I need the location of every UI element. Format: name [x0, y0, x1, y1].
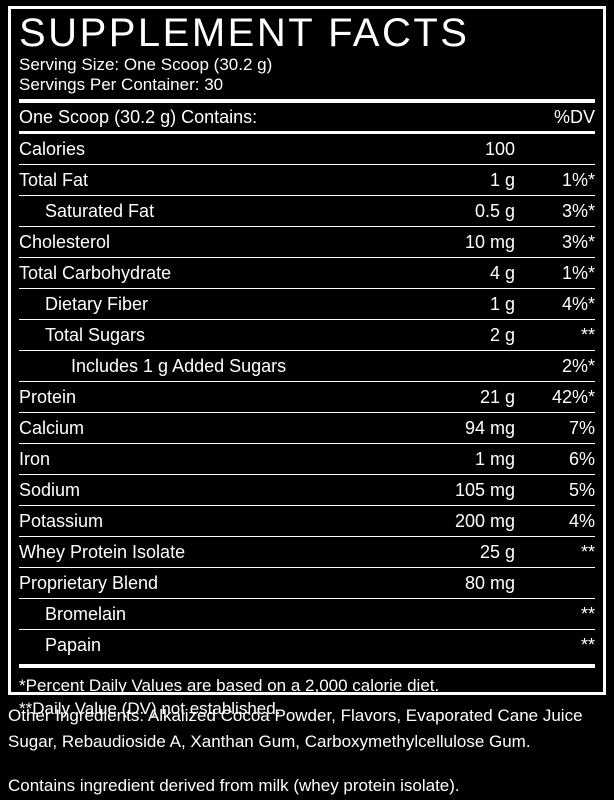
nutrient-amount: 2 g [489, 325, 515, 345]
nutrient-daily-value: 4% [568, 511, 595, 531]
nutrient-amount: 0.5 g [474, 201, 515, 221]
serving-size-text: Serving Size: One Scoop (30.2 g) [19, 55, 273, 74]
row-divider [19, 536, 595, 537]
nutrient-amount: 4 g [489, 263, 515, 283]
table-row: Sodium 105 mg 5% [19, 475, 595, 505]
row-divider [19, 257, 595, 258]
table-row: Potassium 200 mg 4% [19, 506, 595, 536]
nutrient-amount: 80 mg [464, 573, 515, 593]
row-divider [19, 412, 595, 413]
nutrient-name: Total Fat [19, 170, 89, 190]
nutrient-name: Saturated Fat [45, 201, 155, 221]
table-row: Protein 21 g 42%* [19, 382, 595, 412]
row-divider [19, 226, 595, 227]
table-row: Cholesterol 10 mg 3%* [19, 227, 595, 257]
nutrient-amount: 1 mg [474, 449, 515, 469]
table-row: Iron 1 mg 6% [19, 444, 595, 474]
nutrient-name: Potassium [19, 511, 104, 531]
nutrient-amount: 200 mg [454, 511, 515, 531]
nutrient-daily-value: ** [580, 542, 595, 562]
table-row: Total Carbohydrate 4 g 1%* [19, 258, 595, 288]
nutrient-name: Calcium [19, 418, 85, 438]
row-divider [19, 443, 595, 444]
nutrient-name: Dietary Fiber [45, 294, 149, 314]
row-divider [19, 567, 595, 568]
nutrient-daily-value: 3%* [561, 201, 595, 221]
nutrient-daily-value: 6% [568, 449, 595, 469]
row-divider [19, 164, 595, 165]
nutrient-amount: 25 g [479, 542, 515, 562]
nutrient-name: Calories [19, 139, 86, 159]
table-row: Bromelain ** [19, 599, 595, 629]
nutrient-amount: 10 mg [464, 232, 515, 252]
row-divider [19, 598, 595, 599]
nutrient-daily-value: 5% [568, 480, 595, 500]
row-divider [19, 195, 595, 196]
nutrient-name: Protein [19, 387, 77, 407]
table-row: Whey Protein Isolate 25 g ** [19, 537, 595, 567]
servings-per-container-text: Servings Per Container: 30 [19, 75, 224, 94]
other-ingredients-line-1: Other Ingredients: Alkalized Cocoa Powde… [8, 706, 583, 725]
nutrient-name: Total Carbohydrate [19, 263, 172, 283]
table-row: Papain ** [19, 630, 595, 660]
divider-thick-top [19, 99, 595, 103]
nutrient-daily-value: 4%* [561, 294, 595, 314]
nutrient-name: Total Sugars [45, 325, 146, 345]
nutrient-daily-value: ** [580, 635, 595, 655]
nutrient-amount: 105 mg [454, 480, 515, 500]
nutrient-amount: 100 [484, 139, 515, 159]
nutrient-amount: 94 mg [464, 418, 515, 438]
divider-thick-bottom [19, 664, 595, 668]
nutrient-daily-value: 42%* [551, 387, 595, 407]
ingredients-block: Other Ingredients: Alkalized Cocoa Powde… [8, 703, 608, 799]
nutrient-daily-value: 2%* [561, 356, 595, 376]
row-divider [19, 288, 595, 289]
nutrient-amount: 21 g [479, 387, 515, 407]
table-row: Total Fat 1 g 1%* [19, 165, 595, 195]
row-divider [19, 319, 595, 320]
nutrient-name: Iron [19, 449, 51, 469]
page-title: SUPPLEMENT FACTS [19, 11, 470, 55]
table-header-row: One Scoop (30.2 g) Contains: %DV [19, 103, 595, 131]
row-divider [19, 505, 595, 506]
row-divider [19, 350, 595, 351]
nutrient-rows: Calories 100 Total Fat 1 g 1%* Saturated Fat 0… [19, 134, 595, 660]
nutrient-name: Proprietary Blend [19, 573, 159, 593]
nutrient-daily-value: 1%* [561, 170, 595, 190]
table-row: Dietary Fiber 1 g 4%* [19, 289, 595, 319]
nutrient-name: Sodium [19, 480, 81, 500]
footnote-percent-dv: *Percent Daily Values are based on a 2,0… [19, 676, 440, 695]
nutrient-name: Papain [45, 635, 102, 655]
nutrient-name: Whey Protein Isolate [19, 542, 186, 562]
table-row: Total Sugars 2 g ** [19, 320, 595, 350]
nutrient-daily-value: 7% [568, 418, 595, 438]
divider-under-header [19, 131, 595, 134]
other-ingredients-line-2: Sugar, Rebaudioside A, Xanthan Gum, Carb… [8, 732, 531, 751]
dv-header: %DV [553, 107, 595, 127]
nutrient-amount: 1 g [489, 294, 515, 314]
table-row: Includes 1 g Added Sugars 2%* [19, 351, 595, 381]
footnote-dv-not-established: **Daily Value (DV) not established. [19, 699, 281, 718]
row-divider [19, 629, 595, 630]
table-row: Calcium 94 mg 7% [19, 413, 595, 443]
nutrient-daily-value: ** [580, 604, 595, 624]
nutrient-name: Cholesterol [19, 232, 111, 252]
nutrient-daily-value: 1%* [561, 263, 595, 283]
table-row: Saturated Fat 0.5 g 3%* [19, 196, 595, 226]
nutrient-daily-value: ** [580, 325, 595, 345]
nutrient-name: Includes 1 g Added Sugars [71, 356, 287, 376]
row-divider [19, 474, 595, 475]
table-row: Proprietary Blend 80 mg [19, 568, 595, 598]
nutrient-name: Bromelain [45, 604, 127, 624]
allergen-statement: Contains ingredient derived from milk (w… [8, 776, 460, 795]
row-divider [19, 381, 595, 382]
nutrient-amount: 1 g [489, 170, 515, 190]
footnotes-block: *Percent Daily Values are based on a 2,0… [19, 668, 595, 722]
nutrient-daily-value: 3%* [561, 232, 595, 252]
contains-label: One Scoop (30.2 g) Contains: [19, 107, 258, 127]
nutrition-panel: SUPPLEMENT FACTS Serving Size: One Scoop… [8, 6, 606, 718]
table-row: Calories 100 [19, 134, 595, 164]
